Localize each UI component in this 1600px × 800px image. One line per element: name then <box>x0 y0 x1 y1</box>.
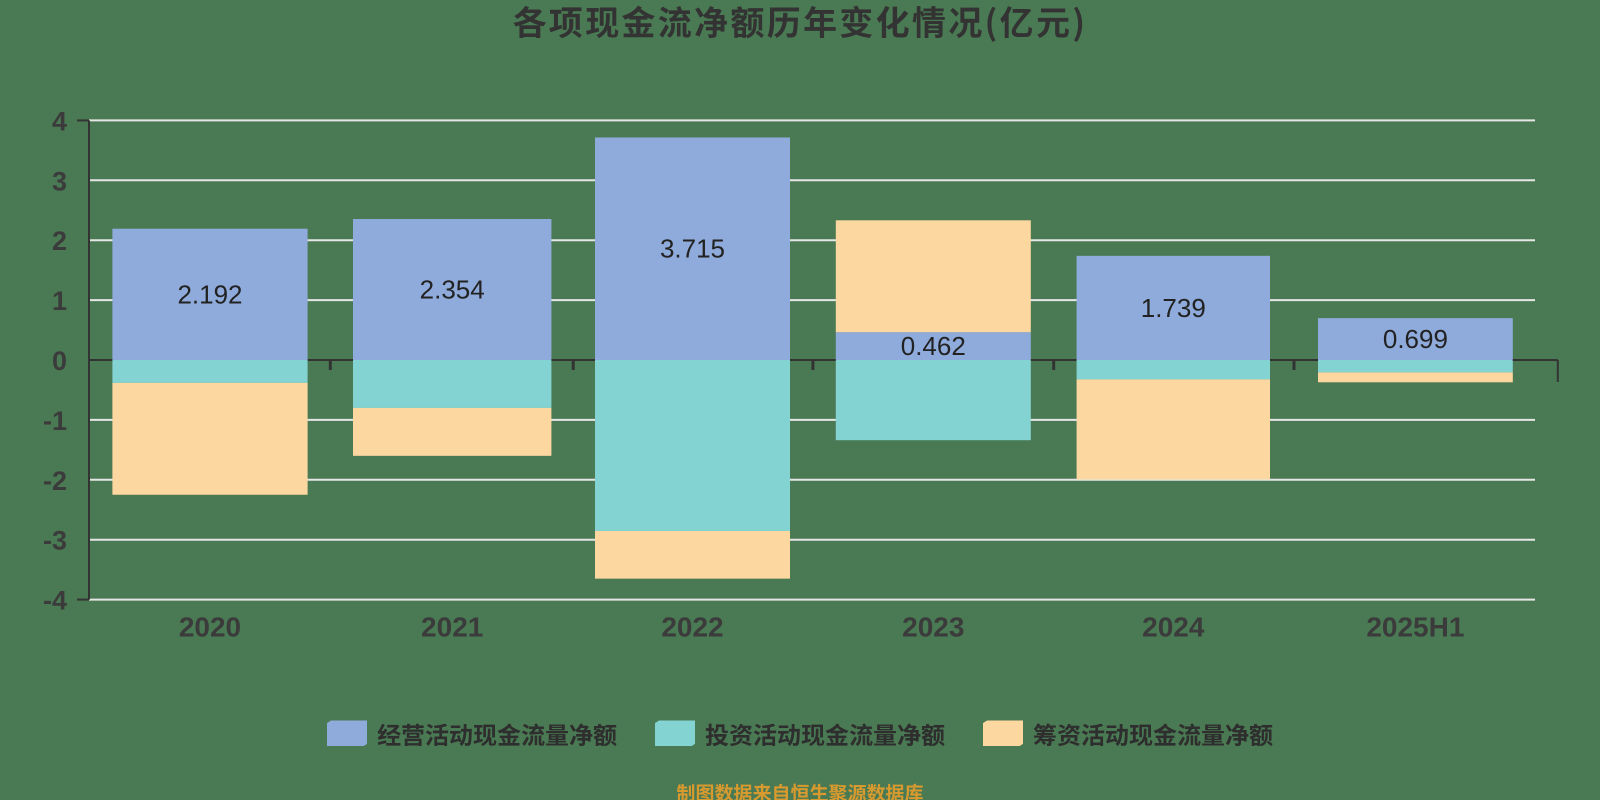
svg-text:2: 2 <box>52 226 67 256</box>
svg-text:2021: 2021 <box>421 612 483 643</box>
svg-text:-2: -2 <box>43 466 67 496</box>
svg-text:0.699: 0.699 <box>1383 324 1448 354</box>
svg-text:1.739: 1.739 <box>1141 293 1206 323</box>
svg-text:0: 0 <box>52 346 67 376</box>
svg-text:3.715: 3.715 <box>660 234 725 264</box>
svg-text:0.462: 0.462 <box>901 331 966 361</box>
svg-text:-3: -3 <box>43 526 67 556</box>
svg-text:2024: 2024 <box>1142 612 1205 643</box>
svg-text:-4: -4 <box>43 586 67 616</box>
svg-text:-1: -1 <box>43 406 67 436</box>
svg-text:2022: 2022 <box>661 612 723 643</box>
svg-text:2.354: 2.354 <box>420 275 485 305</box>
svg-text:3: 3 <box>52 166 67 196</box>
svg-text:4: 4 <box>52 106 67 136</box>
svg-text:2020: 2020 <box>179 612 241 643</box>
svg-text:2.192: 2.192 <box>177 279 242 309</box>
svg-text:2025H1: 2025H1 <box>1366 612 1464 643</box>
svg-text:2023: 2023 <box>902 612 964 643</box>
svg-text:1: 1 <box>52 286 67 316</box>
